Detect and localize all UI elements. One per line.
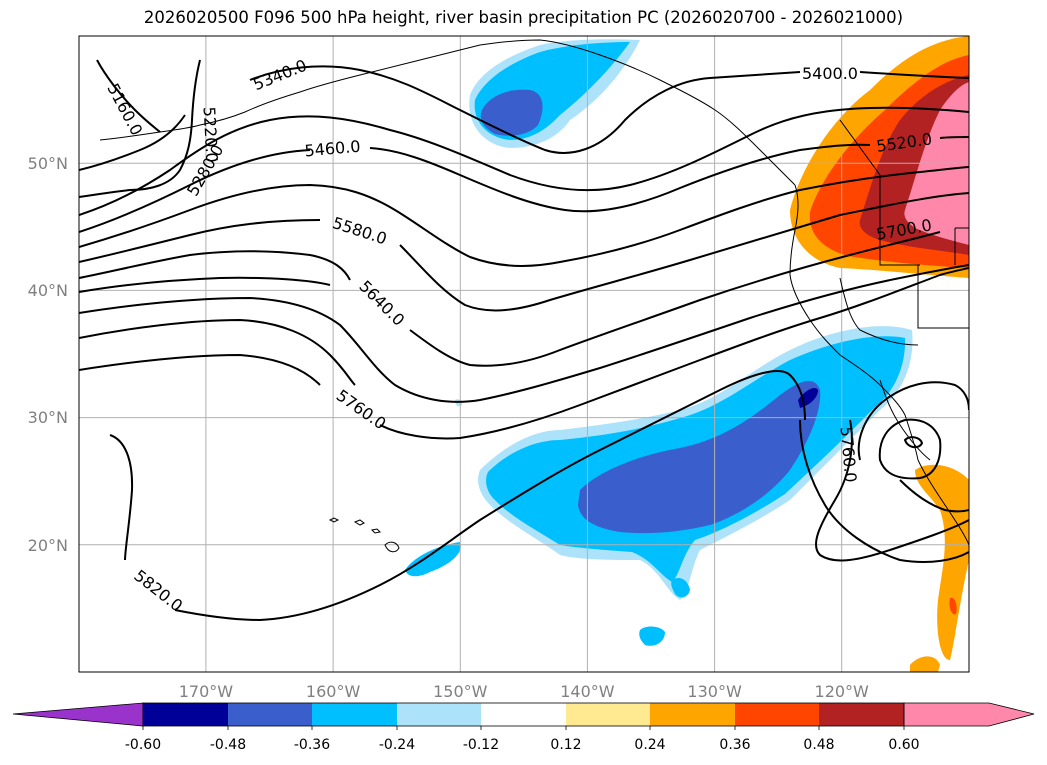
colorbar-extend-low bbox=[12, 702, 144, 727]
contour-label: 5400.0 bbox=[802, 64, 858, 83]
lon-label: 120°W bbox=[815, 682, 870, 701]
map-title: 2026020500 F096 500 hPa height, river ba… bbox=[143, 8, 904, 27]
colorbar-tick-label: 0.36 bbox=[719, 737, 750, 753]
longitude-labels: 170°W 160°W 150°W 140°W 130°W 120°W bbox=[179, 682, 869, 701]
colorbar-swatch bbox=[228, 703, 312, 726]
colorbar-tick-label: 0.60 bbox=[888, 737, 919, 753]
colorbar-swatch bbox=[143, 703, 228, 726]
precip-negative-north-core bbox=[480, 89, 543, 136]
contour-label: 5760.0 bbox=[837, 426, 861, 483]
lat-label: 20°N bbox=[28, 536, 68, 555]
colorbar-extend-high bbox=[903, 702, 1035, 727]
contour-label: 5460.0 bbox=[304, 137, 361, 161]
colorbar-swatch bbox=[566, 703, 650, 726]
lat-label: 50°N bbox=[28, 154, 68, 173]
lon-label: 130°W bbox=[687, 682, 742, 701]
latitude-labels: 50°N 40°N 30°N 20°N bbox=[28, 154, 68, 555]
precip-positive-se-small bbox=[910, 656, 940, 672]
colorbar-tick-label: 0.48 bbox=[803, 737, 834, 753]
colorbar-swatch bbox=[312, 703, 397, 726]
graticule bbox=[79, 36, 969, 672]
colorbar-tick-label: -0.24 bbox=[379, 737, 415, 753]
lon-label: 150°W bbox=[433, 682, 488, 701]
lon-label: 160°W bbox=[306, 682, 361, 701]
colorbar-swatch bbox=[735, 703, 819, 726]
colorbar-tick-label: -0.60 bbox=[125, 737, 161, 753]
colorbar: -0.60 -0.48 -0.36 -0.24 -0.12 0.12 0.24 … bbox=[12, 702, 1035, 753]
lat-label: 40°N bbox=[28, 281, 68, 300]
precip-positive-se-core bbox=[949, 597, 957, 615]
colorbar-swatch bbox=[481, 703, 566, 726]
precip-negative-small2 bbox=[639, 626, 665, 646]
lon-label: 170°W bbox=[179, 682, 234, 701]
precip-negative-small1 bbox=[405, 542, 461, 577]
lon-label: 140°W bbox=[560, 682, 615, 701]
colorbar-tick-label: 0.12 bbox=[550, 737, 581, 753]
colorbar-swatch bbox=[397, 703, 481, 726]
height-contours bbox=[79, 59, 969, 622]
colorbar-tick-label: -0.48 bbox=[210, 737, 246, 753]
lat-label: 30°N bbox=[28, 408, 68, 427]
coastlines bbox=[99, 39, 969, 553]
precip-negative-small4 bbox=[671, 578, 690, 598]
contour-label: 5220.0 bbox=[200, 106, 222, 163]
precip-negative-south-inner bbox=[578, 380, 821, 534]
map-frame bbox=[78, 35, 970, 673]
colorbar-tick-label: 0.24 bbox=[634, 737, 665, 753]
colorbar-tick-label: -0.12 bbox=[463, 737, 499, 753]
colorbar-swatch bbox=[650, 703, 735, 726]
colorbar-tick-label: -0.36 bbox=[294, 737, 330, 753]
colorbar-swatch bbox=[819, 703, 904, 726]
